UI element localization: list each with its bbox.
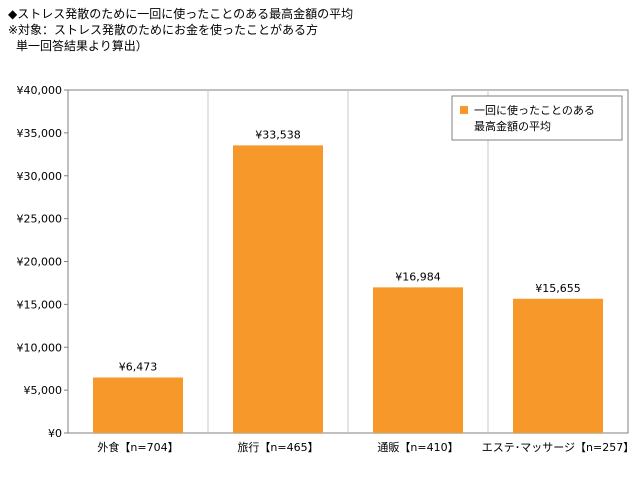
caption-line-3: 単一回答結果より算出） [16, 39, 148, 53]
legend-box [451, 95, 623, 141]
bar-series [93, 145, 603, 433]
x-axis-categories: 外食【n=704】 旅行【n=465】 通販【n=410】 エステ･マッサージ【n=2… [97, 440, 634, 454]
y-tick-label: ¥15,000 [17, 298, 63, 311]
legend-label-line-2: 最高金額の平均 [474, 119, 551, 133]
y-tick-label: ¥10,000 [17, 341, 63, 354]
legend: 一回に使ったことのある最高金額の平均 [451, 95, 623, 141]
bar [93, 377, 183, 433]
category-label: エステ･マッサージ【n=257】 [482, 441, 634, 454]
legend-label-line-1: 一回に使ったことのある [474, 104, 595, 117]
bar-value-label: ¥15,655 [535, 282, 581, 295]
caption-line-2: ※対象：ストレス発散のためにお金を使ったことがある方 [8, 23, 319, 37]
y-tick-label: ¥0 [48, 427, 62, 440]
bar-value-label: ¥6,473 [119, 360, 158, 373]
y-tick-label: ¥20,000 [17, 256, 63, 269]
y-tick-label: ¥5,000 [24, 384, 63, 397]
data-labels: ¥6,473 ¥33,538 ¥16,984 ¥15,655 [119, 128, 581, 373]
bar-value-label: ¥16,984 [395, 270, 441, 283]
y-axis-ticks: ¥0 ¥5,000 ¥10,000 ¥15,000 ¥20,000 ¥25,000 ¥30,… [17, 84, 68, 440]
chart-caption: ◆ストレス発散のために一回に使ったことのある最高金額の平均 ※対象：ストレス発散… [8, 6, 353, 54]
bar [233, 145, 323, 433]
bar [513, 298, 603, 433]
legend-swatch [460, 106, 468, 114]
caption-line-1: ◆ストレス発散のために一回に使ったことのある最高金額の平均 [8, 7, 354, 21]
y-tick-label: ¥30,000 [17, 170, 63, 183]
y-tick-label: ¥35,000 [17, 127, 63, 140]
category-label: 外食【n=704】 [97, 440, 178, 454]
y-tick-label: ¥25,000 [17, 213, 63, 226]
bar-value-label: ¥33,538 [255, 128, 301, 141]
category-label: 旅行【n=465】 [237, 440, 318, 454]
category-label: 通販【n=410】 [377, 441, 458, 454]
y-tick-label: ¥40,000 [17, 84, 63, 97]
bar [373, 287, 463, 433]
